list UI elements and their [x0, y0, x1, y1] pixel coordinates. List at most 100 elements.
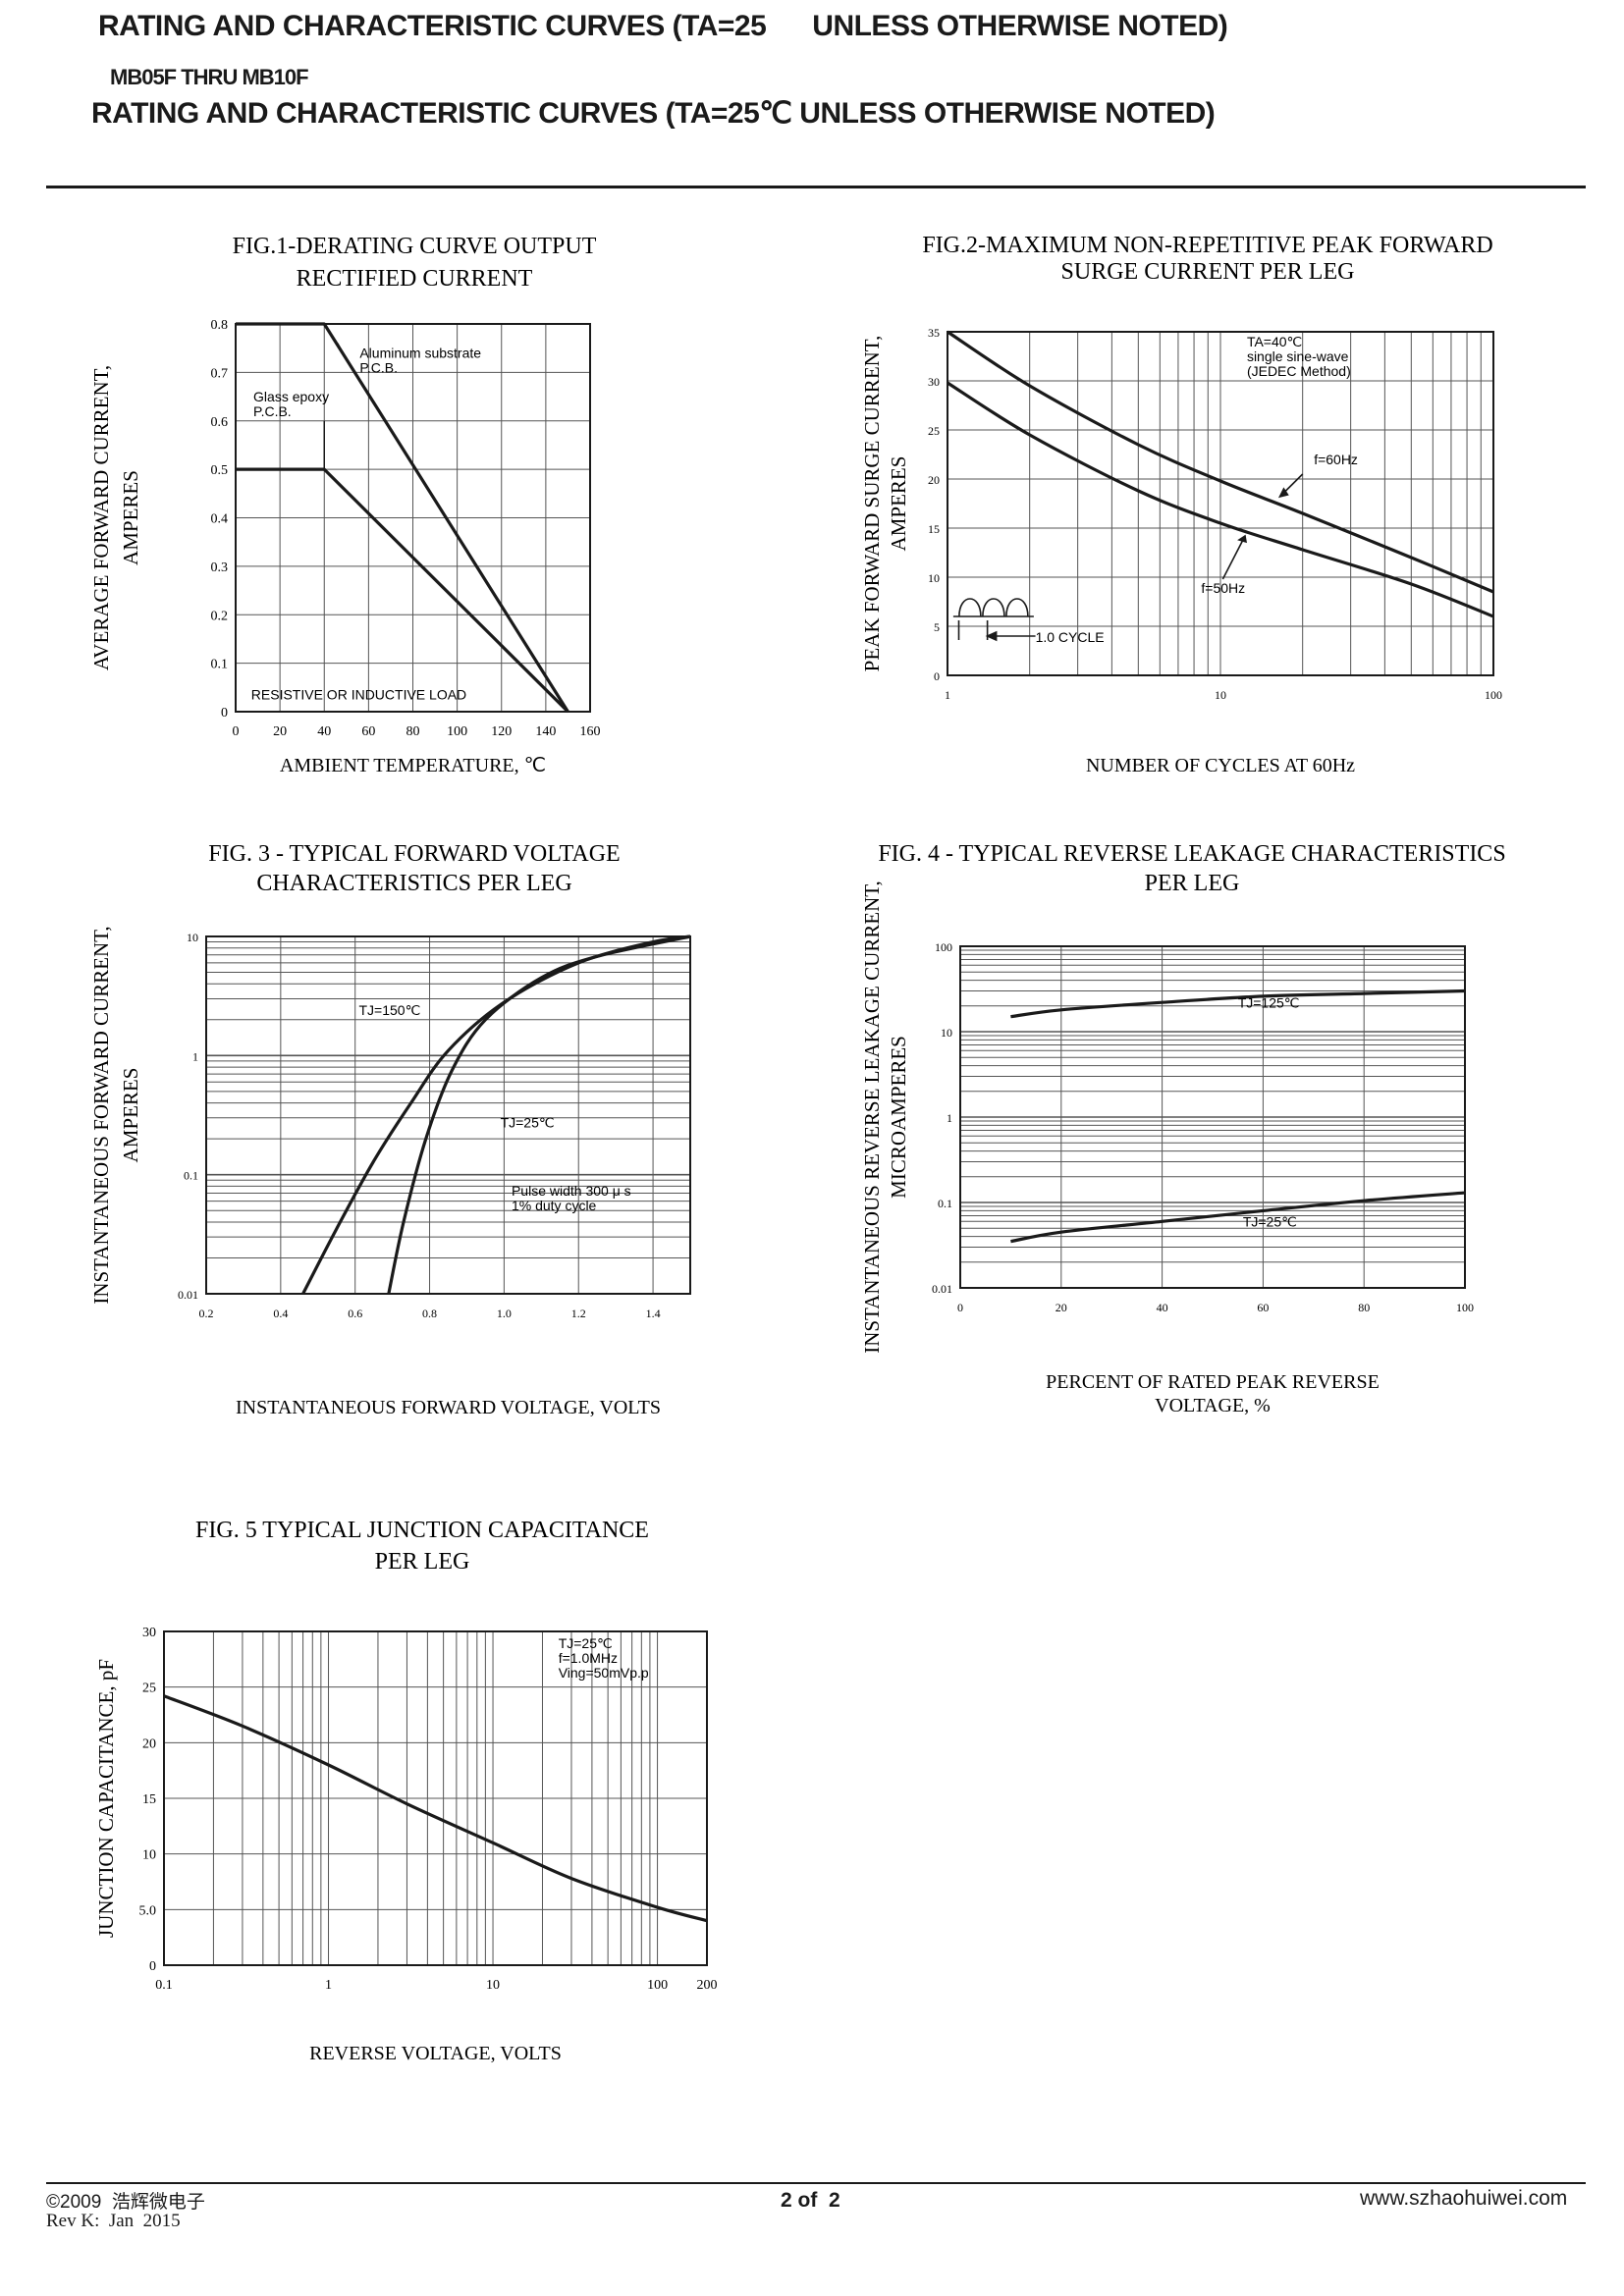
chart-subtitle: PER LEG: [1145, 871, 1240, 896]
chart-title: FIG. 3 - TYPICAL FORWARD VOLTAGE: [208, 841, 620, 867]
part-range-title: MB05F THRU MB10F: [110, 65, 309, 89]
y-axis-label: JUNCTION CAPACITANCE, pF: [94, 1659, 118, 1938]
series-line-1: [301, 934, 691, 1295]
annotation-text: TJ=25℃: [559, 1635, 613, 1651]
y-tick-label: 5.0: [139, 1903, 157, 1918]
arrow-50hz: [1221, 535, 1246, 580]
y-tick-label: 0.7: [211, 366, 229, 381]
y-tick-label: 25: [928, 424, 940, 438]
header-line-1: RATING AND CHARACTERISTIC CURVES (TA=25 …: [98, 10, 1228, 42]
x-tick-label: 0.1: [155, 1978, 173, 1993]
x-tick-label: 160: [580, 724, 601, 739]
annotation-text: f=60Hz: [1314, 452, 1358, 467]
grid-lines: [947, 331, 1494, 676]
series-line-2: [947, 381, 1494, 618]
y-axis-label-line-2: AMPERES: [119, 470, 142, 565]
x-tick-label: 100: [447, 724, 467, 739]
y-tick-label: 0: [934, 669, 940, 683]
x-axis-label: INSTANTANEOUS FORWARD VOLTAGE, VOLTS: [236, 1397, 661, 1418]
plot-frame: [205, 935, 691, 1295]
y-tick-label: 0: [149, 1959, 156, 1974]
x-tick-label: 20: [273, 724, 287, 739]
annotation-text: TJ=150℃: [358, 1002, 420, 1018]
series-line-1: [1010, 988, 1466, 1019]
y-axis-label-line-2: AMPERES: [119, 1068, 142, 1163]
series-line-2: [1010, 1191, 1466, 1244]
series-line-1: [163, 1694, 708, 1923]
y-tick-label: 20: [928, 473, 940, 487]
annotation-text: RESISTIVE OR INDUCTIVE LOAD: [251, 687, 466, 703]
series-line-1: [947, 330, 1494, 594]
plot-frame: [235, 323, 591, 713]
chart-title: FIG.1-DERATING CURVE OUTPUT: [233, 234, 597, 259]
chart-subtitle: SURGE CURRENT PER LEG: [1061, 259, 1355, 285]
plot-frame: [947, 331, 1494, 676]
x-tick-label: 1.0: [497, 1307, 512, 1320]
x-tick-label: 0.4: [273, 1307, 288, 1320]
y-tick-label: 0.3: [211, 561, 229, 575]
cycle-arrowhead: [985, 630, 998, 642]
grid-lines: [235, 323, 591, 713]
x-tick-label: 100: [1456, 1301, 1474, 1314]
x-tick-label: 60: [1257, 1301, 1269, 1314]
x-tick-label: 60: [361, 724, 375, 739]
y-axis-label-line-2: MICROAMPERES: [887, 1036, 910, 1199]
annotation-text: Aluminum substrate: [359, 346, 481, 361]
chart-subtitle: PER LEG: [375, 1549, 470, 1575]
page-number: 2 of 2: [781, 2189, 840, 2212]
chart-title: FIG. 5 TYPICAL JUNCTION CAPACITANCE: [195, 1518, 649, 1543]
y-tick-label: 5: [934, 620, 940, 634]
fig2-pictograms: [952, 473, 1304, 642]
x-tick-label: 0.6: [348, 1307, 362, 1320]
y-tick-label: 10: [941, 1026, 952, 1040]
x-axis-label: AMBIENT TEMPERATURE, ℃: [280, 755, 546, 776]
y-tick-label: 30: [928, 375, 940, 389]
x-tick-label: 40: [1157, 1301, 1168, 1314]
y-axis-label: INSTANTANEOUS REVERSE LEAKAGE CURRENT,: [860, 881, 884, 1354]
arrowhead-50hz: [1237, 534, 1247, 544]
chart-subtitle: CHARACTERISTICS PER LEG: [256, 871, 571, 896]
header-line-2: RATING AND CHARACTERISTIC CURVES (TA=25℃…: [91, 97, 1216, 130]
annotation-text: (JEDEC Method): [1247, 363, 1351, 379]
annotation-text: TJ=25℃: [501, 1114, 555, 1130]
y-axis-label: PEAK FORWARD SURGE CURRENT,: [860, 336, 884, 672]
fig5-chart: FIG. 5 TYPICAL JUNCTION CAPACITANCE PER L…: [94, 1518, 718, 2064]
y-tick-label: 0.4: [211, 512, 229, 527]
y-tick-label: 1: [192, 1049, 198, 1063]
revision-text: Rev K: Jan 2015: [46, 2211, 181, 2231]
x-tick-label: 100: [647, 1978, 668, 1993]
x-tick-label: 0.2: [199, 1307, 214, 1320]
x-axis-label: PERCENT OF RATED PEAK REVERSE: [1046, 1371, 1380, 1393]
x-tick-label: 1.4: [646, 1307, 661, 1320]
y-tick-label: 0.1: [938, 1197, 952, 1210]
x-tick-label: 10: [486, 1978, 500, 1993]
x-tick-label: 1: [945, 688, 950, 702]
annotation-text: TJ=125℃: [1238, 995, 1300, 1011]
annotation-text: f=1.0MHz: [559, 1650, 618, 1666]
annotation-text: Pulse width 300 μ s: [512, 1183, 631, 1199]
x-tick-label: 200: [697, 1978, 718, 1993]
x-axis-label: NUMBER OF CYCLES AT 60Hz: [1086, 755, 1355, 776]
y-tick-label: 0.5: [211, 463, 229, 478]
plot-frame: [163, 1630, 708, 1966]
y-axis-label: INSTANTANEOUS FORWARD CURRENT,: [89, 926, 113, 1304]
y-tick-label: 35: [928, 326, 940, 340]
bottom-rule: [46, 2182, 1586, 2184]
annotation-text: TA=40℃: [1247, 334, 1302, 349]
annotation-text: 1.0 CYCLE: [1036, 629, 1105, 645]
annotation-text: Glass epoxy: [253, 389, 329, 404]
x-tick-label: 100: [1485, 688, 1502, 702]
y-tick-label: 10: [142, 1848, 156, 1863]
x-tick-label: 0.8: [422, 1307, 437, 1320]
y-axis-label: AVERAGE FORWARD CURRENT,: [89, 365, 113, 670]
fig2-chart: FIG.2-MAXIMUM NON-REPETITIVE PEAK FORWAR…: [860, 233, 1502, 776]
arrowhead-60hz: [1277, 487, 1289, 499]
website-link[interactable]: www.szhaohuiwei.com: [1360, 2187, 1568, 2210]
y-tick-label: 25: [142, 1682, 156, 1696]
y-tick-label: 0.1: [211, 658, 229, 672]
x-tick-label: 1.2: [571, 1307, 586, 1320]
annotation-text: Ving=50mVp.p: [559, 1665, 649, 1681]
annotation-text: single sine-wave: [1247, 348, 1349, 364]
x-tick-label: 0: [957, 1301, 963, 1314]
